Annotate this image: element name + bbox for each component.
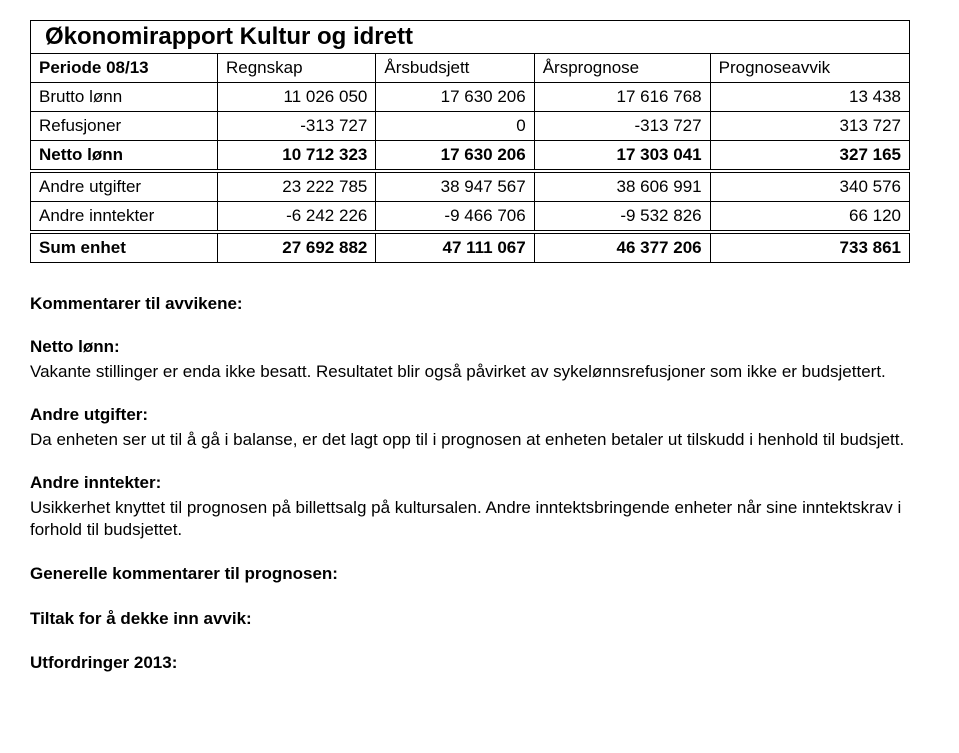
inntekter-text: Usikkerhet knyttet til prognosen på bill… xyxy=(30,497,929,541)
comments-section: Kommentarer til avvikene: Netto lønn: Va… xyxy=(30,293,929,674)
row-cell: 47 111 067 xyxy=(376,232,534,263)
row-cell: 327 165 xyxy=(710,141,909,172)
header-regnskap: Regnskap xyxy=(218,54,376,83)
netto-text: Vakante stillinger er enda ikke besatt. … xyxy=(30,361,929,383)
table-row: Refusjoner -313 727 0 -313 727 313 727 xyxy=(31,112,910,141)
utfordringer-heading: Utfordringer 2013: xyxy=(30,652,929,674)
general-heading: Generelle kommentarer til prognosen: xyxy=(30,563,929,585)
row-cell: 17 630 206 xyxy=(376,83,534,112)
row-cell: 11 026 050 xyxy=(218,83,376,112)
header-arsbudsjett: Årsbudsjett xyxy=(376,54,534,83)
header-period: Periode 08/13 xyxy=(31,54,218,83)
tiltak-heading: Tiltak for å dekke inn avvik: xyxy=(30,608,929,630)
row-cell: 38 947 567 xyxy=(376,171,534,202)
table-row-sum: Sum enhet 27 692 882 47 111 067 46 377 2… xyxy=(31,232,910,263)
table-title-row: Økonomirapport Kultur og idrett xyxy=(31,21,910,54)
row-cell: 10 712 323 xyxy=(218,141,376,172)
table-header-row: Periode 08/13 Regnskap Årsbudsjett Årspr… xyxy=(31,54,910,83)
table-row: Andre inntekter -6 242 226 -9 466 706 -9… xyxy=(31,202,910,233)
row-cell: 340 576 xyxy=(710,171,909,202)
row-cell: 0 xyxy=(376,112,534,141)
row-cell: 27 692 882 xyxy=(218,232,376,263)
table-row: Andre utgifter 23 222 785 38 947 567 38 … xyxy=(31,171,910,202)
comments-title: Kommentarer til avvikene: xyxy=(30,293,929,315)
utgifter-text: Da enheten ser ut til å gå i balanse, er… xyxy=(30,429,929,451)
netto-block: Netto lønn: Vakante stillinger er enda i… xyxy=(30,337,929,383)
row-label: Refusjoner xyxy=(31,112,218,141)
table-row: Brutto lønn 11 026 050 17 630 206 17 616… xyxy=(31,83,910,112)
header-arsprognose: Årsprognose xyxy=(534,54,710,83)
utgifter-block: Andre utgifter: Da enheten ser ut til å … xyxy=(30,405,929,451)
row-cell: -6 242 226 xyxy=(218,202,376,233)
row-label: Andre inntekter xyxy=(31,202,218,233)
row-cell: 733 861 xyxy=(710,232,909,263)
row-cell: -9 466 706 xyxy=(376,202,534,233)
row-cell: 17 630 206 xyxy=(376,141,534,172)
row-cell: 13 438 xyxy=(710,83,909,112)
row-cell: 38 606 991 xyxy=(534,171,710,202)
row-label: Andre utgifter xyxy=(31,171,218,202)
row-cell: 46 377 206 xyxy=(534,232,710,263)
row-cell: 17 616 768 xyxy=(534,83,710,112)
row-cell: 17 303 041 xyxy=(534,141,710,172)
row-label: Sum enhet xyxy=(31,232,218,263)
inntekter-block: Andre inntekter: Usikkerhet knyttet til … xyxy=(30,473,929,541)
row-cell: 313 727 xyxy=(710,112,909,141)
table-row-netto: Netto lønn 10 712 323 17 630 206 17 303 … xyxy=(31,141,910,172)
row-cell: 23 222 785 xyxy=(218,171,376,202)
header-prognoseavvik: Prognoseavvik xyxy=(710,54,909,83)
row-cell: -313 727 xyxy=(534,112,710,141)
row-cell: -313 727 xyxy=(218,112,376,141)
inntekter-heading: Andre inntekter: xyxy=(30,473,929,493)
financial-report-table: Økonomirapport Kultur og idrett Periode … xyxy=(30,20,910,263)
row-label: Netto lønn xyxy=(31,141,218,172)
netto-heading: Netto lønn: xyxy=(30,337,929,357)
row-cell: 66 120 xyxy=(710,202,909,233)
table-title: Økonomirapport Kultur og idrett xyxy=(31,21,910,54)
row-cell: -9 532 826 xyxy=(534,202,710,233)
utgifter-heading: Andre utgifter: xyxy=(30,405,929,425)
row-label: Brutto lønn xyxy=(31,83,218,112)
